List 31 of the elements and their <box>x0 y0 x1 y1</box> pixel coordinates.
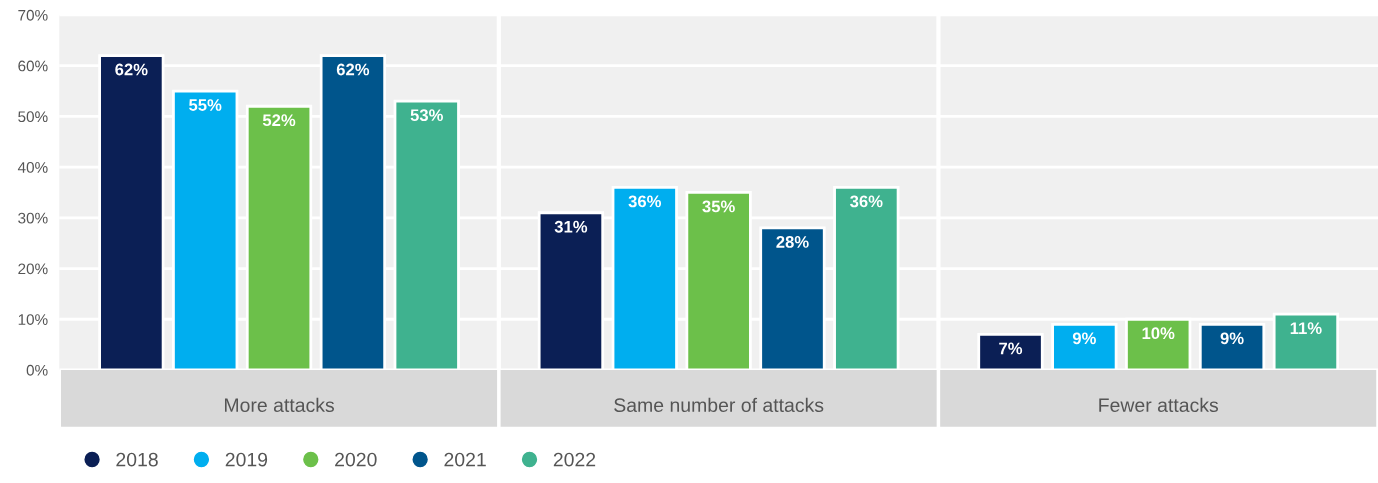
data-label: 36% <box>850 195 883 208</box>
data-label: 31% <box>554 220 588 233</box>
x-tick-label: More attacks <box>224 397 334 413</box>
data-label: 11% <box>1290 322 1322 335</box>
y-tick-label: 70% <box>18 9 48 21</box>
data-label: 52% <box>262 114 296 127</box>
x-tick-label: Fewer attacks <box>1099 397 1219 413</box>
y-tick-label: 0% <box>26 364 48 376</box>
data-label: 9% <box>1072 332 1096 345</box>
data-label: 36% <box>628 195 662 208</box>
data-label: 35% <box>702 200 735 213</box>
y-tick-label: 10% <box>18 314 48 325</box>
data-label: 10% <box>1142 327 1175 340</box>
data-label: 62% <box>336 63 370 76</box>
data-label: 55% <box>189 99 222 111</box>
y-tick-label: 20% <box>18 263 48 275</box>
legend-label: 2022 <box>553 452 596 467</box>
y-tick-label: 30% <box>18 212 48 224</box>
legend-label: 2021 <box>444 452 486 467</box>
y-tick-label: 50% <box>18 111 48 123</box>
x-tick-label: Same number of attacks <box>614 397 824 413</box>
y-tick-label: 60% <box>18 60 48 72</box>
y-tick-label: 40% <box>17 161 48 173</box>
data-label: 53% <box>410 109 443 122</box>
data-label: 7% <box>999 342 1023 355</box>
data-label: 9% <box>1220 332 1244 345</box>
legend-label: 2020 <box>335 452 377 467</box>
data-label: 62% <box>115 63 148 76</box>
data-label: 28% <box>776 236 809 248</box>
legend-label: 2019 <box>225 452 268 467</box>
legend-label: 2018 <box>116 452 158 467</box>
